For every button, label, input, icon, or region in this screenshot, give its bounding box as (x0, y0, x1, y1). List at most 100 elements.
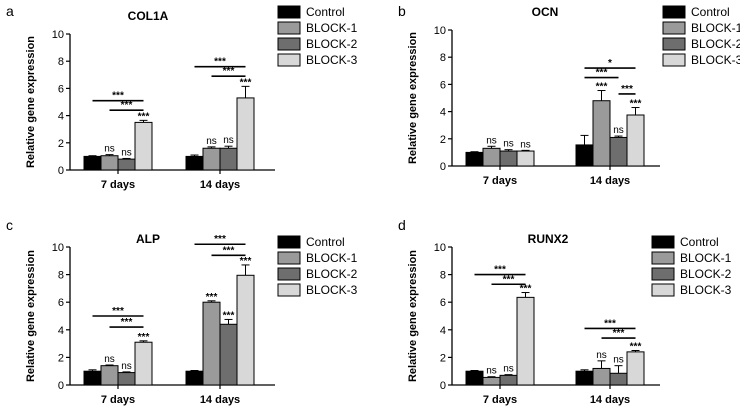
bracket-label: *** (121, 100, 133, 111)
bar (482, 376, 501, 386)
bar (236, 274, 255, 386)
chart-panel-d: d RUNX2 0 2 4 6 8 10 Relative gene expression 7 d… (398, 217, 732, 406)
legend-label: BLOCK-3 (306, 283, 358, 297)
y-axis-label: Relative gene expression (25, 250, 37, 382)
bracket-label: *** (596, 68, 608, 79)
legend-swatch (662, 53, 686, 67)
legend-label: Control (306, 5, 345, 19)
y-tick-label: 10 (52, 242, 64, 254)
legend-label: BLOCK-3 (691, 53, 740, 67)
significance-label: ns (121, 147, 132, 158)
legend-label: BLOCK-3 (680, 283, 732, 297)
significance-label: *** (630, 99, 642, 110)
bracket-label: *** (604, 318, 616, 329)
bar (185, 155, 204, 171)
bar (626, 351, 645, 386)
bar (100, 155, 119, 171)
significance-label: *** (138, 332, 150, 343)
bar (236, 97, 255, 171)
bar (83, 370, 102, 386)
bracket-label: *** (112, 306, 124, 317)
y-tick-label: 2 (58, 352, 64, 364)
chart-title: RUNX2 (528, 232, 569, 246)
bracket-label: *** (494, 265, 506, 276)
y-tick-label: 8 (440, 52, 446, 64)
legend-swatch (277, 267, 301, 281)
y-tick-label: 8 (58, 56, 64, 68)
legend-swatch (651, 283, 675, 297)
bar (609, 372, 628, 386)
y-tick-label: 0 (58, 380, 64, 392)
bracket-label: *** (613, 328, 625, 339)
bar (516, 150, 535, 167)
y-tick-label: 8 (440, 270, 446, 282)
legend-swatch (277, 37, 301, 51)
bar (219, 147, 238, 171)
legend-swatch (277, 235, 301, 249)
legend-swatch (662, 37, 686, 51)
legend-swatch (277, 283, 301, 297)
y-axis-label: Relative gene expression (407, 32, 419, 164)
legend-swatch (277, 53, 301, 67)
legend: Control BLOCK-1 BLOCK-2 BLOCK-3 (651, 235, 732, 297)
bar (499, 150, 518, 167)
legend-swatch (662, 5, 686, 19)
y-tick-label: 6 (440, 79, 446, 91)
y-tick-label: 4 (440, 325, 446, 337)
bar (100, 365, 119, 386)
x-tick-label: 7 days (483, 394, 517, 406)
y-tick-label: 10 (434, 242, 446, 254)
y-axis-label: Relative gene expression (25, 36, 37, 168)
bar (575, 144, 594, 167)
significance-label: ns (613, 125, 624, 136)
significance-label: *** (520, 284, 532, 295)
bar (609, 136, 628, 167)
y-tick-label: 6 (58, 83, 64, 95)
bar (117, 158, 136, 171)
bar (499, 374, 518, 386)
legend-label: BLOCK-2 (306, 267, 358, 281)
significance-label: ns (486, 366, 497, 377)
x-tick-label: 14 days (590, 394, 630, 406)
x-tick-label: 7 days (101, 394, 135, 406)
chart-panel-b: b OCN 0 2 4 6 8 10 Relative gene expression 7 day… (398, 3, 740, 187)
x-tick-label: 14 days (200, 179, 240, 191)
y-tick-label: 2 (440, 134, 446, 146)
bar (575, 370, 594, 386)
chart-panel-c: c ALP 0 2 4 6 8 10 Relative gene expression 7 day… (6, 217, 358, 406)
y-tick-label: 2 (58, 138, 64, 150)
legend-label: BLOCK-2 (691, 37, 740, 51)
bar (626, 114, 645, 167)
chart-title: OCN (532, 5, 559, 19)
significance-label: ns (223, 135, 234, 146)
panel-letter: a (6, 3, 14, 19)
legend-label: Control (691, 5, 730, 19)
significance-label: ns (520, 139, 531, 150)
y-tick-label: 4 (58, 325, 64, 337)
bar (185, 370, 204, 386)
x-tick-label: 14 days (590, 175, 630, 187)
bar (202, 147, 221, 171)
y-tick-label: 10 (52, 29, 64, 41)
significance-label: ns (104, 144, 115, 155)
legend-swatch (277, 5, 301, 19)
legend-swatch (651, 235, 675, 249)
legend-swatch (651, 267, 675, 281)
legend-swatch (651, 251, 675, 265)
y-tick-label: 8 (58, 270, 64, 282)
bracket-label: *** (503, 274, 515, 285)
significance-label: *** (138, 111, 150, 122)
significance-label: ns (486, 135, 497, 146)
significance-label: ns (206, 136, 217, 147)
legend-label: BLOCK-3 (306, 53, 358, 67)
bar (516, 296, 535, 386)
x-tick-label: 14 days (200, 394, 240, 406)
bar (219, 323, 238, 386)
y-tick-label: 0 (440, 380, 446, 392)
y-tick-label: 6 (58, 297, 64, 309)
significance-label: ns (121, 361, 132, 372)
significance-label: ns (104, 354, 115, 365)
y-tick-label: 6 (440, 297, 446, 309)
y-tick-label: 4 (58, 111, 64, 123)
